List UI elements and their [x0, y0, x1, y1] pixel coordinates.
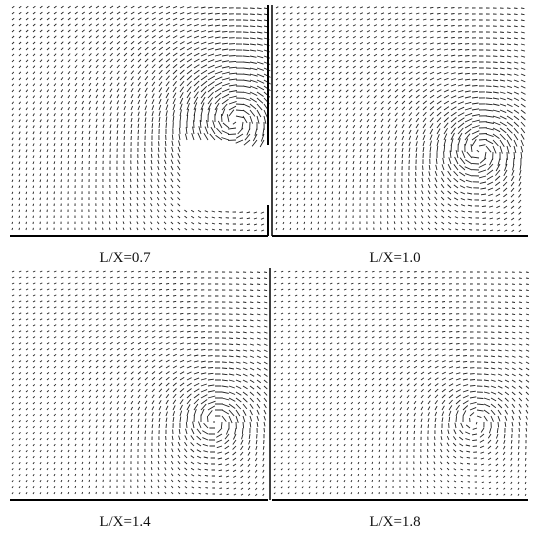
panel-caption: L/X=1.0: [369, 250, 420, 266]
vector-field: [274, 271, 529, 496]
figure: L/X=0.7 L/X=1.0 L/X=1.4 L/X=1.8: [0, 0, 536, 533]
panel-caption: L/X=1.8: [369, 514, 420, 530]
panel-caption: L/X=0.7: [99, 250, 151, 266]
vector-field: [276, 7, 526, 232]
vector-field: [12, 271, 268, 496]
vector-field: [12, 6, 271, 231]
figure-canvas: L/X=0.7 L/X=1.0 L/X=1.4 L/X=1.8: [0, 0, 536, 533]
panel-caption: L/X=1.4: [99, 514, 151, 530]
